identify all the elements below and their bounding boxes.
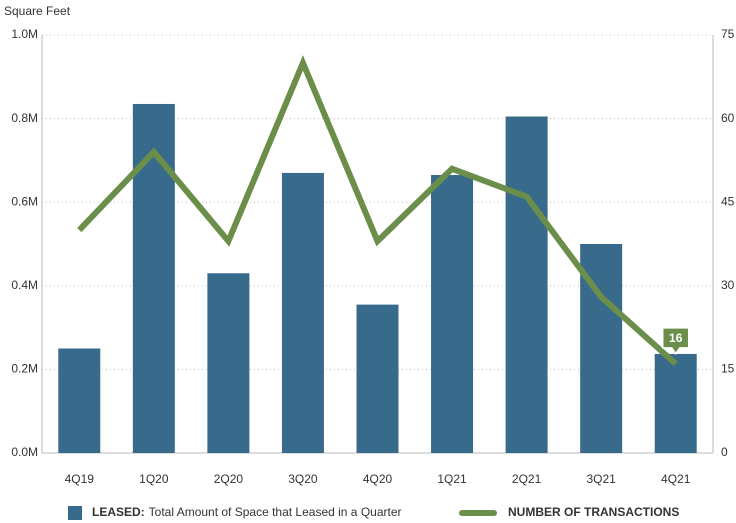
x-tick-label: 4Q21 bbox=[661, 472, 691, 486]
y-axis-label: Square Feet bbox=[4, 4, 71, 18]
x-tick-label: 3Q20 bbox=[288, 472, 318, 486]
y-tick-label: 1.0M bbox=[11, 27, 38, 41]
legend-label: LEASED: Total Amount of Space that Leased… bbox=[92, 505, 402, 519]
legend-swatch bbox=[68, 506, 82, 520]
y-tick-label: 0.8M bbox=[11, 111, 38, 125]
x-tick-label: 4Q19 bbox=[65, 472, 95, 486]
legend-description: Total Amount of Space that Leased in a Q… bbox=[149, 505, 402, 519]
y2-tick-label: 60 bbox=[721, 111, 735, 125]
x-tick-label: 1Q20 bbox=[139, 472, 169, 486]
bar bbox=[654, 353, 697, 453]
bar bbox=[132, 103, 175, 453]
y2-tick-label: 0 bbox=[721, 445, 728, 459]
x-tick-label: 1Q21 bbox=[437, 472, 467, 486]
y2-tick-label: 45 bbox=[721, 194, 735, 208]
y2-tick-label: 75 bbox=[721, 27, 735, 41]
y-tick-label: 0.6M bbox=[11, 194, 38, 208]
x-tick-label: 2Q20 bbox=[214, 472, 244, 486]
x-tick-label: 4Q20 bbox=[363, 472, 393, 486]
y2-tick-label: 15 bbox=[721, 362, 735, 376]
bar bbox=[281, 172, 324, 453]
y2-tick-label: 30 bbox=[721, 278, 735, 292]
line bbox=[77, 55, 678, 367]
x-tick-label: 2Q21 bbox=[512, 472, 542, 486]
bar bbox=[207, 273, 250, 453]
bar bbox=[431, 175, 474, 453]
bar bbox=[356, 304, 399, 453]
legend-label: NUMBER OF TRANSACTIONS bbox=[508, 505, 679, 519]
data-label-box bbox=[661, 327, 690, 356]
bar bbox=[505, 116, 548, 453]
bar bbox=[58, 348, 101, 453]
y-tick-label: 0.0M bbox=[11, 445, 38, 459]
data-label: 16 bbox=[669, 331, 683, 345]
y-tick-label: 0.2M bbox=[11, 362, 38, 376]
y-tick-label: 0.4M bbox=[11, 278, 38, 292]
x-tick-label: 3Q21 bbox=[586, 472, 616, 486]
legend-name: LEASED: bbox=[92, 505, 145, 519]
